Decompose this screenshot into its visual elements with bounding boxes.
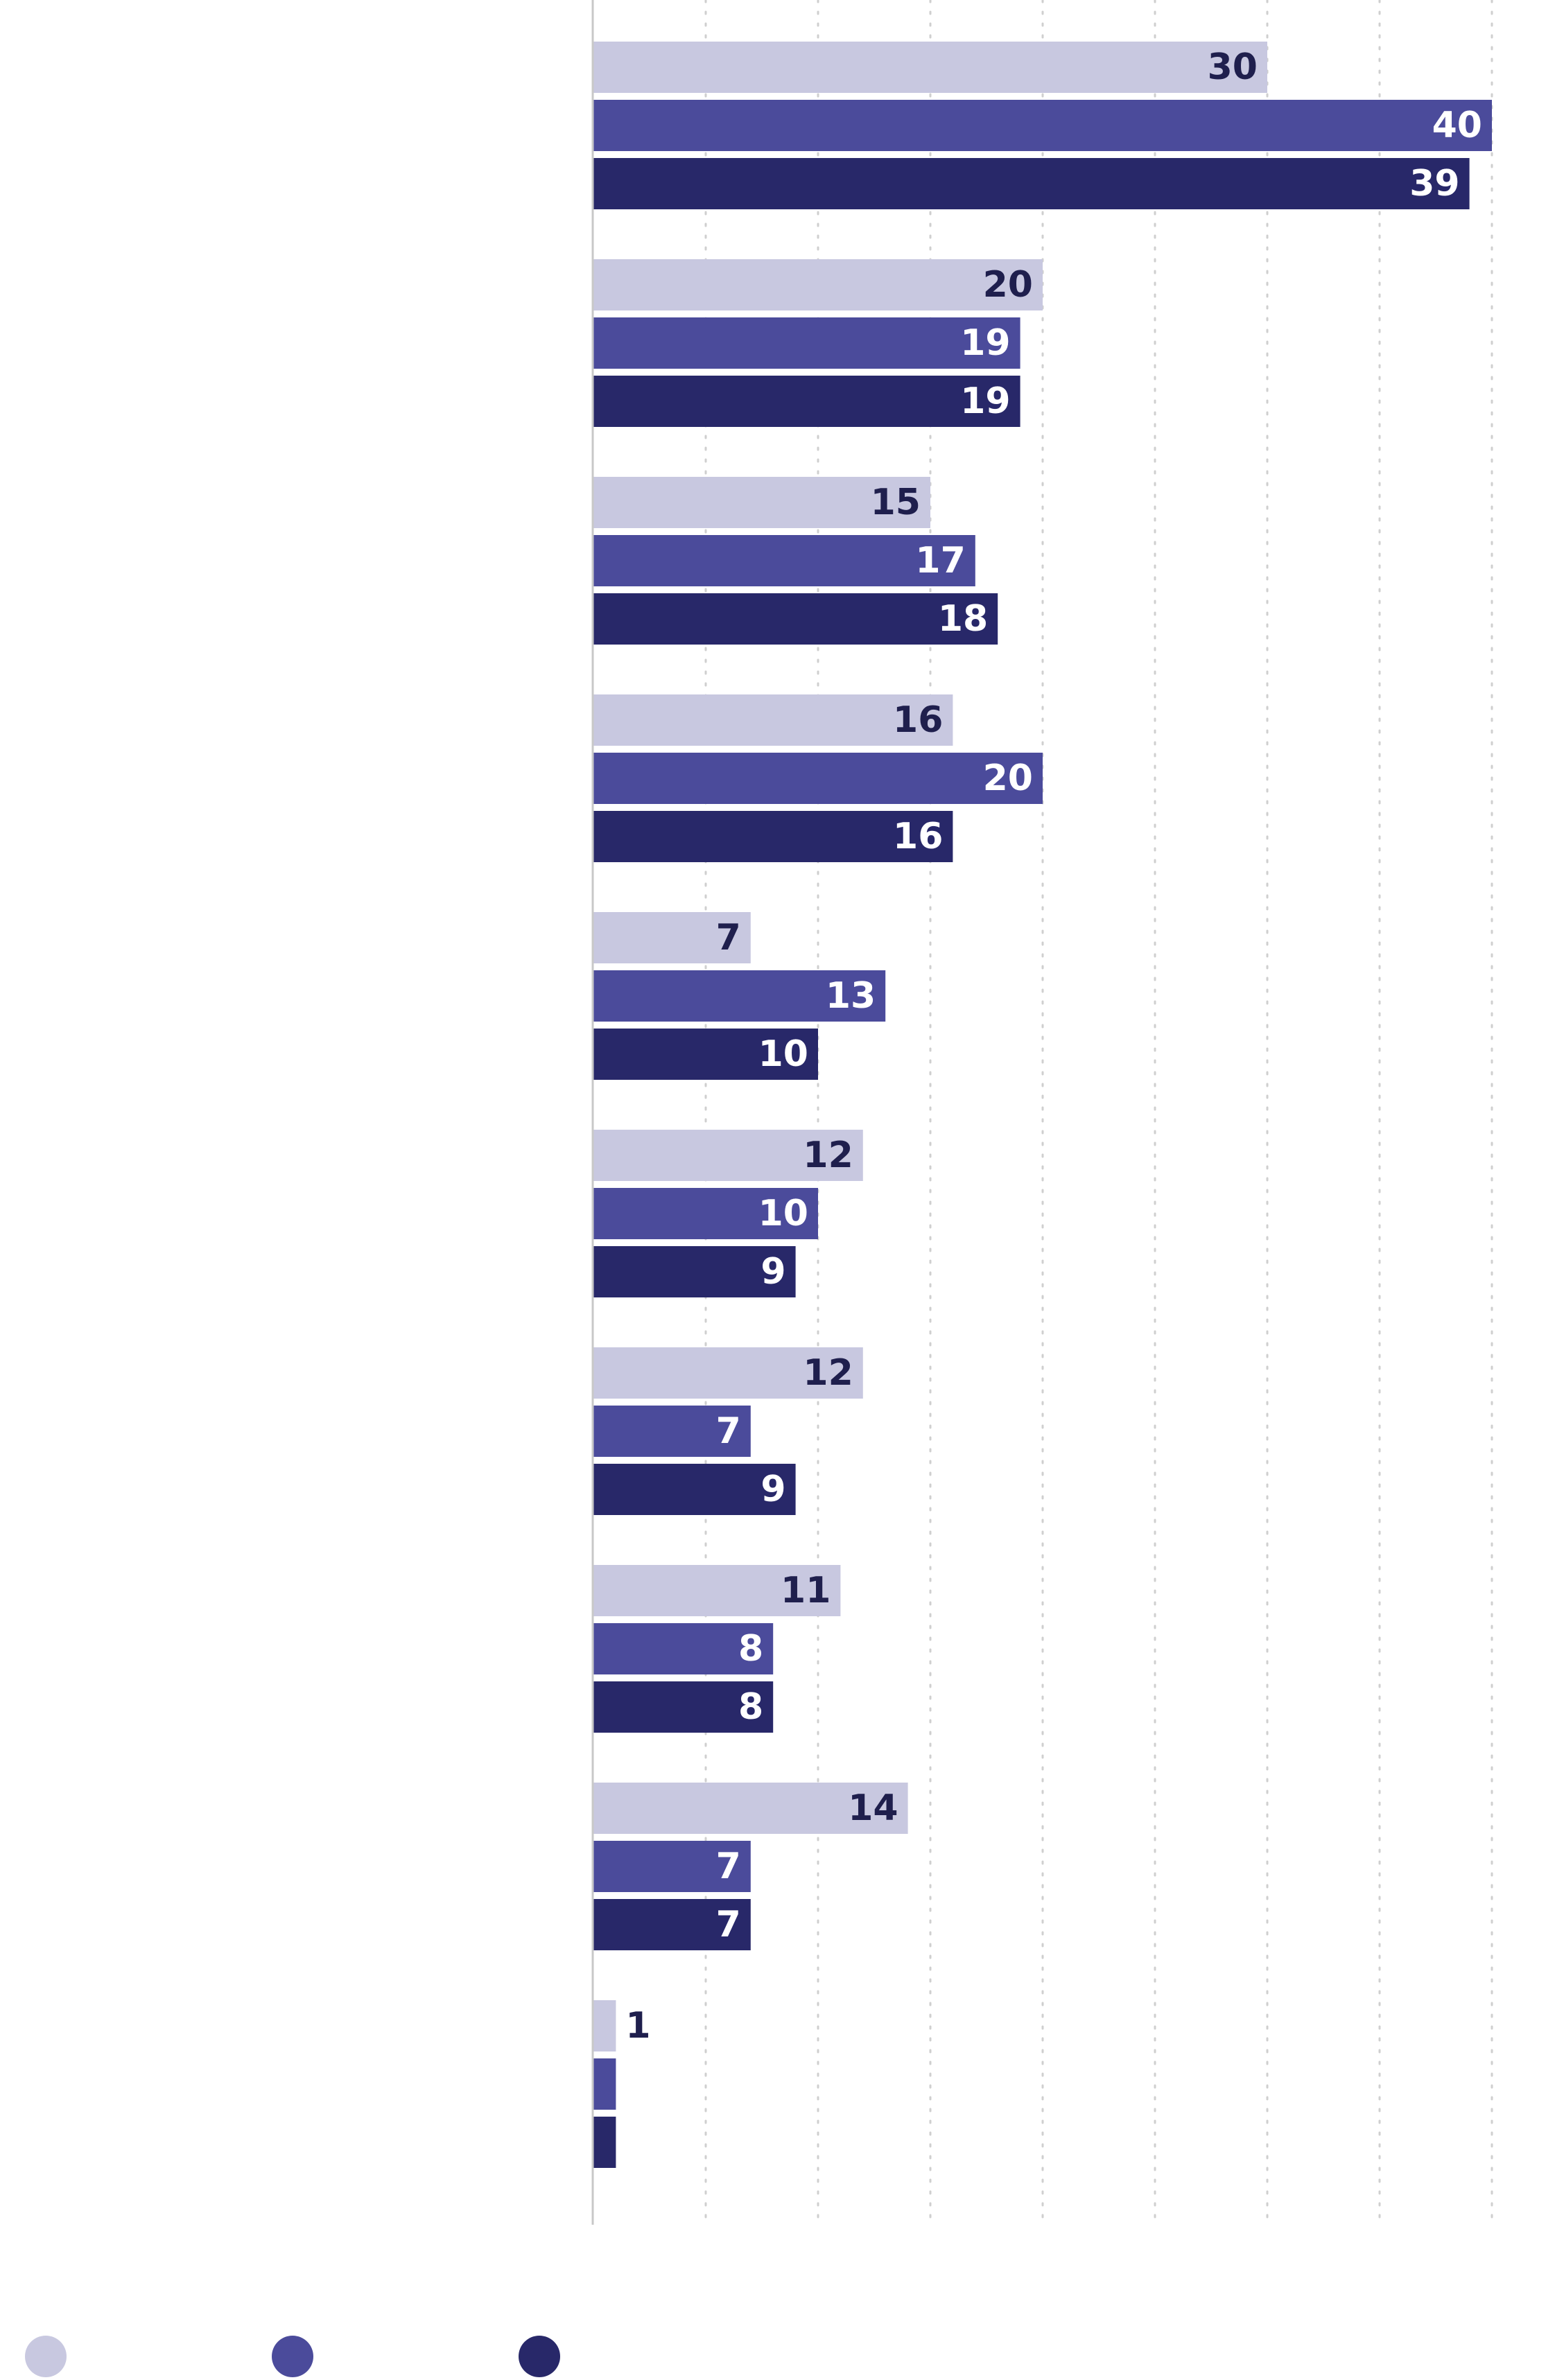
bar — [593, 912, 751, 963]
legend-swatch — [519, 2336, 560, 2377]
data-label: 20 — [983, 758, 1033, 799]
bar — [593, 2117, 616, 2168]
bar — [593, 1783, 908, 1834]
data-label: 13 — [826, 975, 876, 1017]
data-label: 40 — [1432, 105, 1482, 146]
bar — [593, 259, 1043, 310]
value-labels: 3040392019191517181620167131012109127911… — [625, 46, 1482, 2047]
data-label: 16 — [893, 699, 943, 741]
data-label: 30 — [1208, 46, 1258, 88]
bar-marks — [593, 42, 1492, 2168]
bar — [593, 1899, 751, 1950]
data-label: 7 — [716, 1904, 741, 1945]
data-label: 17 — [915, 540, 965, 581]
bar — [593, 593, 998, 645]
bar — [593, 158, 1470, 209]
data-label: 39 — [1409, 163, 1459, 204]
data-label: 1 — [625, 2005, 650, 2047]
bar — [593, 1347, 863, 1399]
data-label: 7 — [716, 1846, 741, 1887]
bar — [593, 1681, 774, 1733]
bar — [593, 1464, 796, 1515]
bar — [593, 970, 886, 1022]
bar — [593, 535, 975, 586]
bar — [593, 42, 1267, 93]
data-label: 19 — [960, 380, 1010, 422]
bar — [593, 1246, 796, 1297]
bar — [593, 753, 1043, 804]
data-label: 7 — [716, 1410, 741, 1452]
bar — [593, 100, 1492, 151]
legend — [0, 2336, 1564, 2380]
bar — [593, 1841, 751, 1892]
data-label: 15 — [871, 482, 921, 523]
data-label: 7 — [716, 917, 741, 959]
data-label: 10 — [758, 1193, 808, 1234]
bar — [593, 2000, 616, 2051]
data-label: 8 — [738, 1686, 763, 1728]
bar — [593, 1406, 751, 1457]
data-label: 11 — [781, 1570, 831, 1611]
legend-swatch — [25, 2336, 67, 2377]
data-label: 12 — [803, 1352, 853, 1394]
bar — [593, 1623, 774, 1674]
data-label: 18 — [938, 598, 988, 640]
data-label: 20 — [983, 264, 1033, 306]
data-label: 8 — [738, 1628, 763, 1670]
data-label: 9 — [761, 1251, 785, 1293]
data-label: 14 — [848, 1787, 898, 1829]
legend-swatch — [272, 2336, 313, 2377]
bar — [593, 811, 953, 862]
bar — [593, 376, 1020, 427]
bar — [593, 477, 930, 528]
bar — [593, 1565, 841, 1616]
data-label: 12 — [803, 1135, 853, 1176]
data-label: 19 — [960, 322, 1010, 364]
bar — [593, 694, 953, 746]
bar — [593, 317, 1020, 369]
data-label: 9 — [761, 1469, 785, 1510]
data-label: 10 — [758, 1033, 808, 1075]
bar — [593, 1029, 818, 1080]
bar — [593, 1130, 863, 1181]
bar — [593, 2058, 616, 2110]
data-label: 16 — [893, 816, 943, 857]
bar — [593, 1188, 818, 1239]
